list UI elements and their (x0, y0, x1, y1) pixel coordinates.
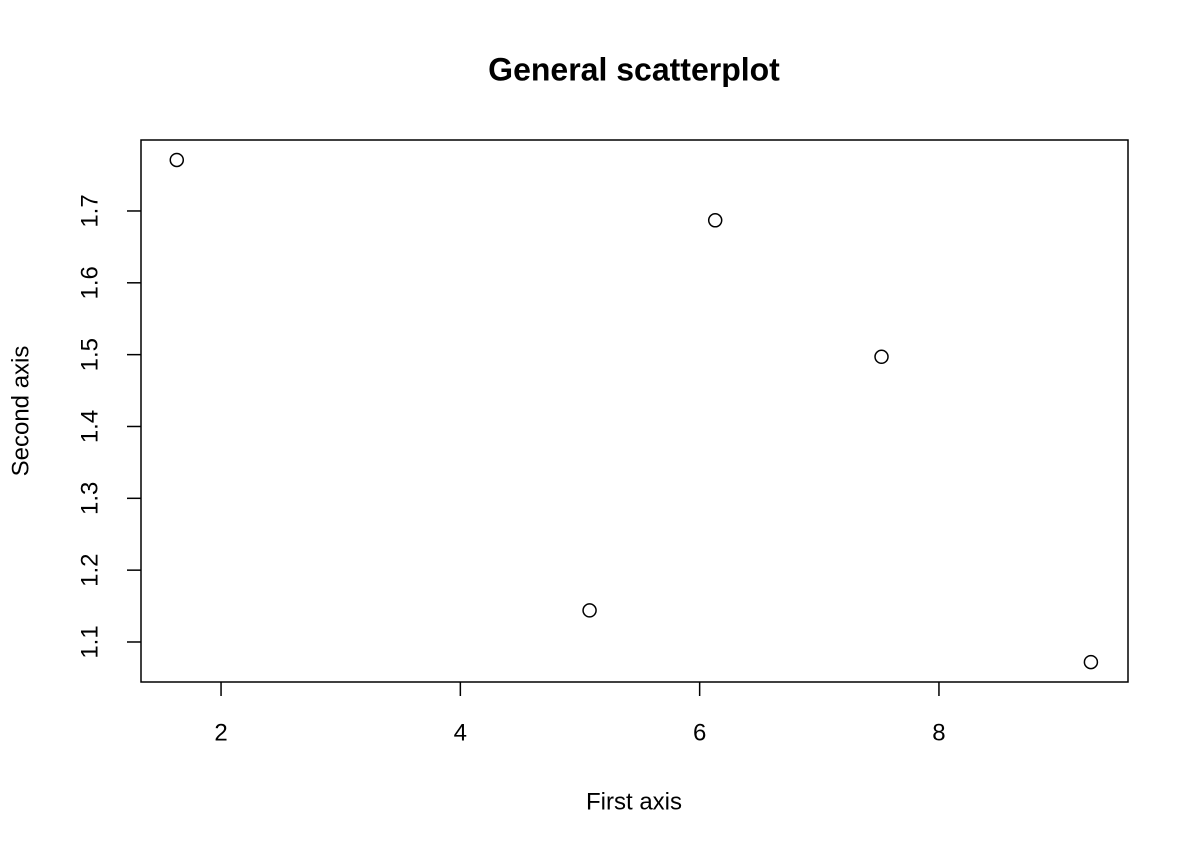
point (874, 349, 889, 365)
y-tick-label: 1.4 (76, 410, 103, 443)
chart-title: General scatterplot (488, 51, 780, 87)
y-tick-label: 1.1 (76, 625, 103, 658)
point (707, 213, 723, 228)
x-axis-label: First axis (586, 788, 682, 815)
y-tick-label: 1.2 (76, 553, 103, 586)
y-tick-label: 1.3 (76, 482, 103, 515)
y-axis-label: Second axis (7, 346, 34, 477)
y-tick-label: 1.6 (76, 266, 103, 299)
plot-frame (140, 139, 1129, 683)
point (169, 152, 185, 168)
x-tick-label: 6 (693, 719, 706, 746)
x-tick-label: 2 (214, 719, 227, 746)
x-tick-label: 4 (454, 719, 467, 746)
y-tick-label: 1.5 (76, 338, 103, 371)
x-tick-label: 8 (932, 719, 945, 746)
point (1083, 654, 1099, 670)
point (582, 603, 597, 618)
y-tick-label: 1.7 (76, 194, 103, 227)
